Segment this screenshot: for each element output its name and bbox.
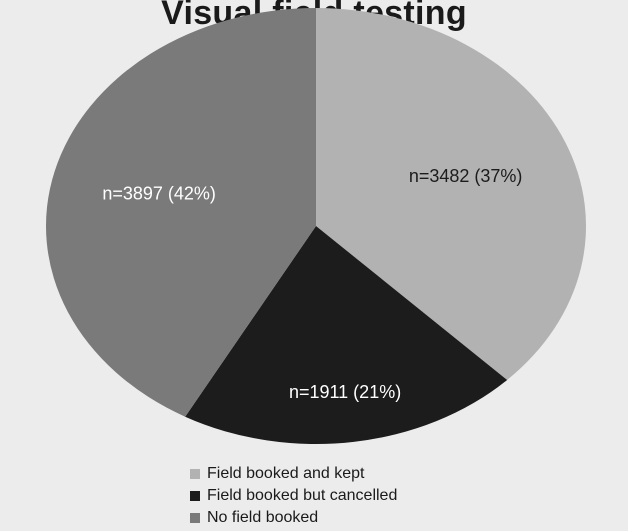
legend-label-field-booked-but-cancelled: Field booked but cancelled (207, 487, 398, 504)
slice-label-no-field-booked: n=3897 (42%) (102, 183, 216, 203)
legend-swatch-field-booked-and-kept (190, 469, 200, 479)
pie-slices (46, 8, 586, 444)
legend-swatch-field-booked-but-cancelled (190, 491, 200, 501)
pie-slice-no-field-booked (46, 8, 317, 417)
slice-labels: n=3482 (37%) n=1911 (21%) n=3897 (42%) (102, 166, 522, 402)
pie-slice-field-booked-and-kept (316, 8, 586, 380)
legend-swatch-no-field-booked (190, 513, 200, 523)
legend: Field booked and kept Field booked but c… (190, 463, 397, 529)
pie-slice-field-booked-but-cancelled (185, 226, 508, 444)
legend-item-no-field-booked: No field booked (190, 507, 397, 529)
slice-label-field-booked-but-cancelled: n=1911 (21%) (289, 382, 401, 402)
slice-label-field-booked-and-kept: n=3482 (37%) (409, 166, 523, 186)
legend-label-no-field-booked: No field booked (207, 509, 319, 526)
legend-label-field-booked-and-kept: Field booked and kept (207, 465, 365, 482)
legend-item-field-booked-but-cancelled: Field booked but cancelled (190, 485, 397, 507)
legend-item-field-booked-and-kept: Field booked and kept (190, 463, 397, 485)
pie-chart: n=3482 (37%) n=1911 (21%) n=3897 (42%) (46, 8, 586, 444)
